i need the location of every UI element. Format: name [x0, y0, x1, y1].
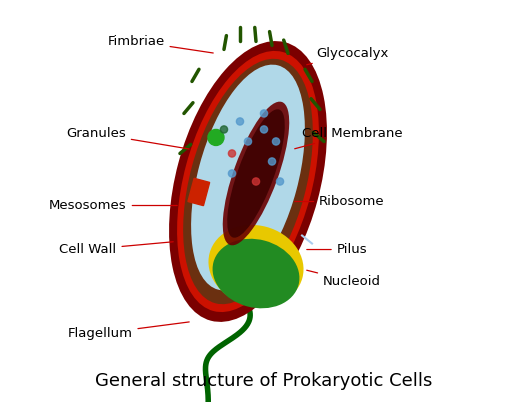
Ellipse shape	[260, 126, 268, 133]
Text: Cell Wall: Cell Wall	[59, 242, 173, 256]
Text: Flagellum: Flagellum	[68, 322, 189, 340]
Ellipse shape	[229, 150, 235, 157]
Ellipse shape	[220, 126, 228, 133]
Ellipse shape	[169, 41, 327, 322]
Ellipse shape	[191, 64, 305, 290]
Text: Mesosomes: Mesosomes	[49, 199, 177, 212]
Text: General structure of Prokaryotic Cells: General structure of Prokaryotic Cells	[96, 372, 432, 390]
Ellipse shape	[209, 225, 304, 306]
Text: Pilus: Pilus	[307, 243, 367, 256]
Ellipse shape	[276, 178, 284, 185]
Bar	[188, 178, 210, 206]
Ellipse shape	[227, 109, 285, 238]
Ellipse shape	[177, 51, 319, 312]
Ellipse shape	[208, 129, 224, 145]
Ellipse shape	[272, 138, 280, 145]
Ellipse shape	[268, 158, 276, 165]
Text: Glycocalyx: Glycocalyx	[307, 47, 388, 65]
Ellipse shape	[229, 170, 235, 177]
Text: Cell Membrane: Cell Membrane	[295, 127, 402, 149]
Text: Ribosome: Ribosome	[295, 195, 385, 208]
Ellipse shape	[183, 59, 313, 304]
Text: Granules: Granules	[66, 127, 189, 149]
Ellipse shape	[237, 118, 243, 125]
Ellipse shape	[260, 110, 268, 117]
Text: Nucleoid: Nucleoid	[307, 270, 381, 288]
Text: Fimbriae: Fimbriae	[107, 35, 213, 53]
Ellipse shape	[244, 138, 252, 145]
Ellipse shape	[213, 239, 299, 308]
Ellipse shape	[252, 178, 260, 185]
Ellipse shape	[223, 102, 289, 245]
